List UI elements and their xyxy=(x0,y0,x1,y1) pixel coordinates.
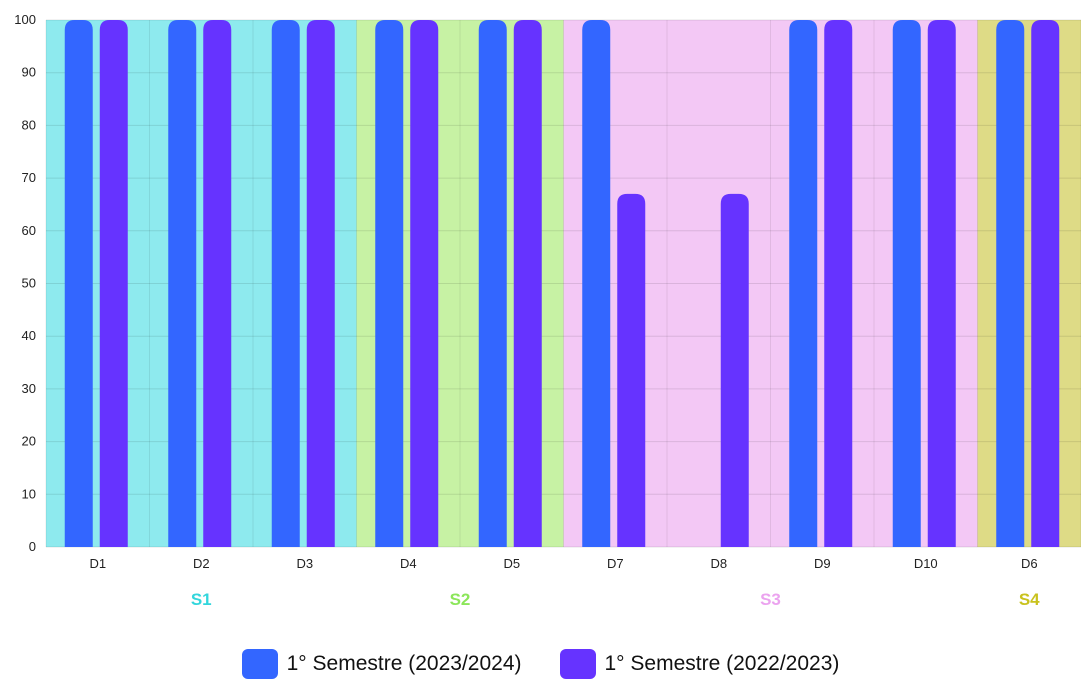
y-tick-label: 100 xyxy=(14,12,36,27)
legend-swatch-series-1 xyxy=(241,648,278,679)
y-tick-label: 40 xyxy=(22,328,36,343)
legend-item-series-1[interactable]: 1° Semestre (2023/2024) xyxy=(241,648,522,679)
x-axis: D1 D2 D3 D4 D5 D7 D8 D9 D10 D6 xyxy=(89,556,1037,571)
bar-series-1-d1 xyxy=(64,20,93,547)
bar-series-2-d1 xyxy=(99,20,128,547)
x-tick-label-d8: D8 xyxy=(710,556,727,571)
x-tick-label-d4: D4 xyxy=(400,556,417,571)
bar-series-1-d2 xyxy=(168,20,197,547)
bar-series-2-d9 xyxy=(824,20,853,547)
bar-series-1-d7 xyxy=(582,20,611,547)
x-tick-label-d1: D1 xyxy=(89,556,106,571)
y-tick-label: 80 xyxy=(22,117,36,132)
bar-series-2-d10 xyxy=(927,20,956,547)
x-tick-label-d9: D9 xyxy=(814,556,831,571)
x-tick-label-d7: D7 xyxy=(607,556,624,571)
bar-series-2-d4 xyxy=(410,20,439,547)
y-tick-label: 30 xyxy=(22,381,36,396)
group-label-s4: S4 xyxy=(1019,590,1040,609)
x-tick-label-d10: D10 xyxy=(914,556,938,571)
group-label-s3: S3 xyxy=(760,590,781,609)
legend-swatch-series-2 xyxy=(559,648,596,679)
x-tick-label-d3: D3 xyxy=(296,556,313,571)
group-label-s2: S2 xyxy=(450,590,471,609)
y-tick-label: 10 xyxy=(22,486,36,501)
bars xyxy=(64,20,1060,547)
bar-series-1-d10 xyxy=(892,20,921,547)
group-labels: S1 S2 S3 S4 xyxy=(191,590,1040,609)
bar-series-2-d6 xyxy=(1031,20,1060,547)
y-tick-label: 0 xyxy=(29,539,36,554)
legend-label-series-1: 1° Semestre (2023/2024) xyxy=(286,651,522,675)
y-tick-label: 70 xyxy=(22,170,36,185)
bar-series-1-d5 xyxy=(478,20,507,547)
bar-series-2-d7 xyxy=(617,193,646,547)
bar-series-1-d3 xyxy=(271,20,300,547)
y-tick-label: 50 xyxy=(22,276,36,291)
bar-series-1-d4 xyxy=(375,20,404,547)
bar-series-2-d3 xyxy=(306,20,335,547)
group-label-s1: S1 xyxy=(191,590,212,609)
bar-series-2-d5 xyxy=(513,20,542,547)
y-axis: 0 10 20 30 40 50 60 70 80 90 100 xyxy=(14,12,36,554)
y-tick-label: 90 xyxy=(22,65,36,80)
y-tick-label: 60 xyxy=(22,223,36,238)
x-tick-label-d6: D6 xyxy=(1021,556,1038,571)
legend-label-series-2: 1° Semestre (2022/2023) xyxy=(604,651,840,675)
legend: 1° Semestre (2023/2024) 1° Semestre (202… xyxy=(0,648,1081,679)
x-tick-label-d2: D2 xyxy=(193,556,210,571)
y-tick-label: 20 xyxy=(22,434,36,449)
group-background-s4 xyxy=(977,20,1081,547)
bar-series-1-d6 xyxy=(996,20,1025,547)
legend-item-series-2[interactable]: 1° Semestre (2022/2023) xyxy=(559,648,840,679)
group-background-s1 xyxy=(46,20,357,547)
x-tick-label-d5: D5 xyxy=(503,556,520,571)
bar-series-2-d2 xyxy=(203,20,232,547)
bar-series-2-d8 xyxy=(720,193,749,547)
bar-series-1-d9 xyxy=(789,20,818,547)
